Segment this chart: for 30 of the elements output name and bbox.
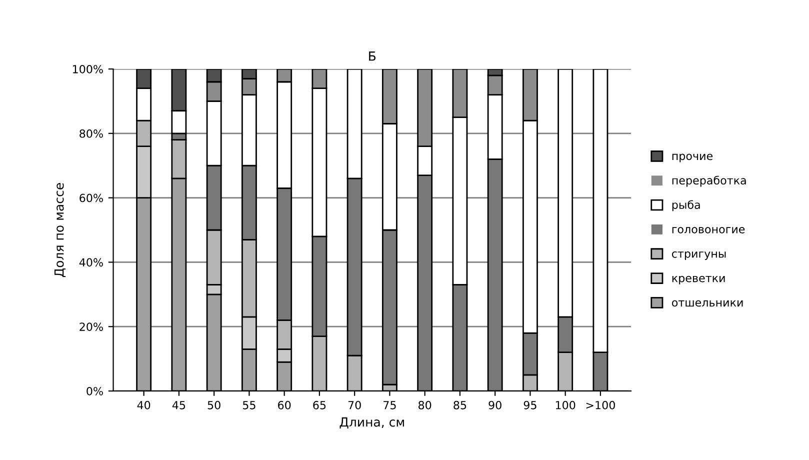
legend-label: отшельники — [672, 300, 743, 307]
x-tick-label: 65 — [313, 400, 326, 410]
x-tick-label: 95 — [524, 400, 536, 410]
x-tick-label: >100 — [586, 400, 615, 410]
x-tick-label: 80 — [418, 400, 432, 410]
x-tick-label: 85 — [454, 400, 466, 410]
x-axis-title: Длина, см — [340, 417, 404, 428]
legend-label: переработка — [672, 176, 746, 187]
x-tick-label: 45 — [172, 401, 186, 410]
legend-label: стригуны — [672, 251, 726, 260]
y-tick-label: 100% — [72, 64, 103, 74]
legend-label: головоногие — [672, 227, 745, 234]
y-axis-title: Доля по массе — [54, 183, 66, 277]
chart-title: Б — [369, 52, 376, 61]
y-tick-label: 80% — [80, 129, 103, 138]
legend-label: рыба — [672, 200, 700, 212]
x-tick-label: 70 — [348, 400, 361, 410]
x-tick-label: 75 — [384, 401, 396, 410]
x-tick-label: 60 — [278, 400, 291, 410]
x-tick-label: 55 — [242, 401, 256, 410]
x-tick-label: 100 — [556, 400, 576, 410]
legend-label: прочие — [672, 154, 713, 162]
x-tick-label: 90 — [488, 400, 502, 410]
y-tick-label: 40% — [79, 258, 103, 267]
x-tick-label: 50 — [208, 400, 220, 410]
y-tick-label: 60% — [80, 194, 103, 202]
y-tick-label: 0% — [86, 386, 103, 396]
legend-label: креветки — [672, 276, 725, 284]
x-tick-label: 40 — [137, 400, 150, 410]
y-tick-label: 20% — [80, 322, 103, 331]
